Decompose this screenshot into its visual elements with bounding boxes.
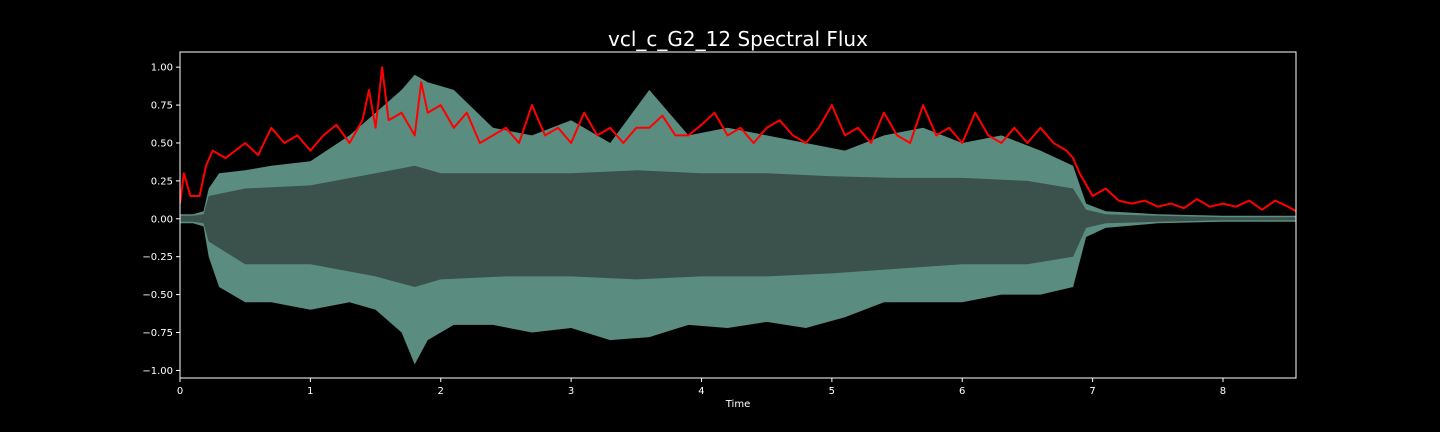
y-tick-label: 0.00: [151, 214, 173, 225]
x-tick-label: 1: [307, 386, 313, 397]
x-tick-label: 2: [438, 386, 444, 397]
y-tick-label: 0.50: [151, 138, 173, 149]
y-tick-label: −0.25: [142, 252, 173, 263]
y-tick-label: −0.50: [142, 290, 173, 301]
y-tick-label: 0.75: [151, 101, 173, 112]
x-tick-label: 5: [829, 386, 835, 397]
y-tick-label: 1.00: [151, 63, 173, 74]
series-layer: [180, 66, 1296, 365]
plot-frame: [179, 51, 1297, 379]
chart-title: vcl_c_G2_12 Spectral Flux: [608, 27, 868, 51]
x-tick-label: 8: [1220, 386, 1226, 397]
y-tick-label: 0.25: [151, 176, 173, 187]
x-tick-label: 0: [177, 386, 183, 397]
x-tick-label: 7: [1089, 386, 1095, 397]
x-tick-label: 6: [959, 386, 965, 397]
x-tick-label: 3: [568, 386, 574, 397]
spectral-flux-line: [180, 66, 1296, 213]
x-tick-label: 4: [698, 386, 704, 397]
x-axis-label: Time: [725, 399, 750, 410]
plot-area: [180, 66, 1296, 365]
y-axis: −1.00 −0.75 −0.50 −0.25 0.00 0.25 0.50 0.75 1.00: [142, 63, 180, 377]
y-tick-label: −1.00: [142, 366, 173, 377]
y-tick-label: −0.75: [142, 328, 173, 339]
waveform-rms-area: [180, 165, 1296, 287]
x-axis: 0 1 2 3 4 5 6 7 8: [177, 378, 1226, 397]
